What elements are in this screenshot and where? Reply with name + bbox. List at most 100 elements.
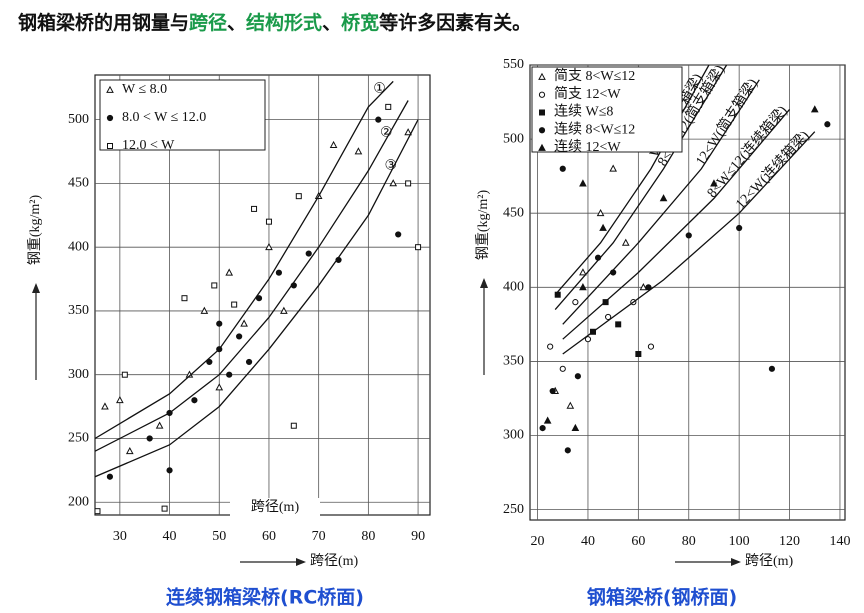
point <box>572 299 579 306</box>
point <box>579 283 587 291</box>
point <box>768 365 776 372</box>
point <box>216 320 223 327</box>
x-tick-label: 140 <box>829 534 850 549</box>
curve <box>562 131 816 355</box>
point <box>295 193 302 200</box>
point <box>404 128 412 136</box>
point <box>240 319 248 327</box>
point <box>685 232 692 239</box>
point <box>599 223 607 231</box>
y-axis-title: 钢重(kg/m²) <box>475 190 491 261</box>
x-axis-title: 跨径(m) <box>310 553 359 569</box>
point <box>95 508 101 515</box>
x-tick-label: 50 <box>212 529 226 544</box>
curve <box>95 100 409 452</box>
point <box>231 301 238 308</box>
legend-marker <box>538 91 546 98</box>
caption: 钢箱梁桥(钢桥面) <box>587 586 737 609</box>
legend-marker <box>538 72 546 80</box>
curve-label: ① <box>373 82 386 97</box>
x-tick-label: 80 <box>682 534 696 549</box>
point <box>161 505 168 512</box>
x-arrow-head <box>296 558 306 566</box>
point <box>166 467 173 474</box>
x-tick-label: 40 <box>163 529 177 544</box>
legend-label: 简支 8<W≤12 <box>554 67 635 84</box>
point <box>106 473 114 480</box>
point <box>415 244 422 251</box>
point <box>647 343 655 350</box>
x-tick-label: 60 <box>631 534 645 549</box>
point <box>245 358 253 366</box>
curve <box>95 80 394 440</box>
curve <box>562 79 760 325</box>
point <box>255 295 263 302</box>
y-tick-label: 350 <box>68 303 89 318</box>
point <box>125 446 134 455</box>
heading-part: 钢箱梁桥的用钢量与 <box>18 12 190 34</box>
x-tick-label: 40 <box>581 534 595 549</box>
y-tick-label: 450 <box>503 205 524 220</box>
curve-label: ③ <box>384 158 397 173</box>
point <box>275 269 283 276</box>
point <box>615 321 622 328</box>
point <box>225 268 234 276</box>
inner-x-label: 跨径(m) <box>251 499 300 515</box>
legend-marker <box>106 85 114 93</box>
heading: 钢箱梁桥的用钢量与跨径、结构形式、桥宽等许多因素有关。 <box>18 8 531 35</box>
legend-box <box>531 66 683 153</box>
point <box>659 194 668 202</box>
point <box>609 164 617 172</box>
point <box>539 425 546 432</box>
legend-marker <box>107 143 113 149</box>
point <box>265 218 272 225</box>
point <box>265 242 273 251</box>
point <box>329 140 338 149</box>
point <box>579 268 587 276</box>
point <box>574 373 581 380</box>
point <box>549 387 556 395</box>
point <box>547 343 554 350</box>
point <box>211 282 218 289</box>
y-tick-label: 250 <box>68 431 89 446</box>
point <box>559 165 566 172</box>
heading-part: 、 <box>322 12 342 34</box>
curve <box>95 119 419 478</box>
legend-label: 连续 12<W <box>554 138 621 155</box>
y-tick-label: 450 <box>68 176 89 191</box>
point <box>226 371 233 378</box>
point <box>206 358 213 366</box>
point <box>605 313 612 321</box>
legend-marker <box>538 127 546 134</box>
y-tick-label: 500 <box>68 112 89 127</box>
x-tick-label: 60 <box>262 529 276 544</box>
point <box>736 224 743 232</box>
caption: 连续钢箱梁桥(RC桥面) <box>166 586 364 609</box>
y-tick-label: 350 <box>503 354 524 369</box>
point <box>181 295 188 302</box>
y-tick-label: 400 <box>68 239 89 254</box>
point <box>155 421 164 429</box>
point <box>116 395 124 404</box>
point <box>571 423 580 432</box>
point <box>200 306 209 314</box>
heading-part: 桥宽 <box>341 12 380 34</box>
point <box>564 447 571 454</box>
y-arrow-head <box>32 283 40 293</box>
x-tick-label: 20 <box>531 534 545 549</box>
point <box>639 283 648 291</box>
y-tick-label: 300 <box>68 367 89 382</box>
curve <box>554 65 728 310</box>
point <box>824 121 831 128</box>
y-arrow-head <box>480 278 488 288</box>
point <box>566 401 575 409</box>
heading-part: 等许多因素有关。 <box>379 12 532 34</box>
plot-area: ① ② ③ <box>95 80 422 515</box>
point <box>385 103 392 110</box>
point <box>375 116 382 123</box>
curve-label: ② <box>380 125 393 140</box>
point <box>290 422 297 429</box>
point <box>121 371 128 378</box>
